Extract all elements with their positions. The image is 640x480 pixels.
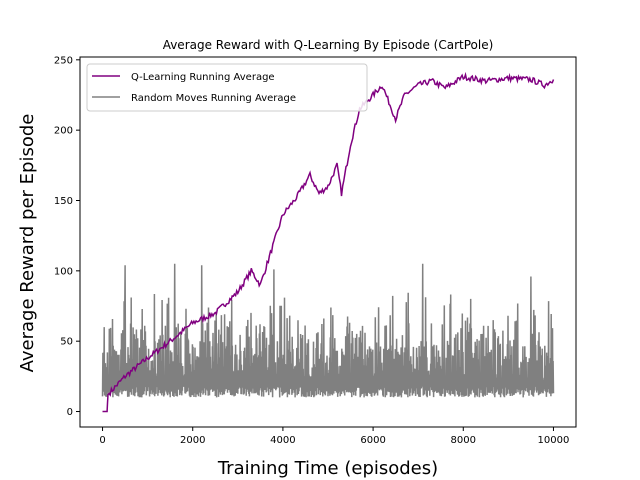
y-tick-label: 50 — [60, 337, 73, 348]
x-tick-label: 2000 — [180, 435, 205, 446]
y-tick-label: 0 — [67, 407, 73, 418]
x-axis-label: Training Time (episodes) — [217, 458, 438, 479]
legend-box — [86, 63, 368, 112]
x-tick-label: 10000 — [538, 435, 570, 446]
x-tick-label: 4000 — [270, 435, 295, 446]
legend: Q-Learning Running Average Random Moves … — [86, 63, 368, 112]
y-axis-label: Average Reward per Episode — [17, 114, 38, 373]
y-tick-label: 100 — [54, 266, 73, 277]
x-axis-ticks: 0 2000 4000 6000 8000 10000 — [99, 427, 569, 446]
q-learning-line — [102, 71, 555, 413]
x-tick-label: 8000 — [451, 435, 476, 446]
y-tick-label: 200 — [54, 126, 73, 137]
legend-label-q-learning: Q-Learning Running Average — [131, 72, 275, 83]
y-tick-label: 150 — [54, 196, 73, 207]
x-tick-label: 6000 — [360, 435, 385, 446]
plot-frame — [79, 56, 577, 428]
series-q-learning — [102, 71, 555, 413]
x-tick-label: 0 — [99, 435, 105, 446]
y-tick-label: 250 — [54, 55, 73, 66]
chart-title: Average Reward with Q-Learning By Episod… — [163, 38, 494, 52]
legend-label-random-moves: Random Moves Running Average — [131, 93, 296, 104]
series-random-moves — [101, 263, 555, 398]
y-axis-ticks: 0 50 100 150 200 250 — [54, 55, 80, 418]
random-moves-line — [101, 263, 555, 398]
